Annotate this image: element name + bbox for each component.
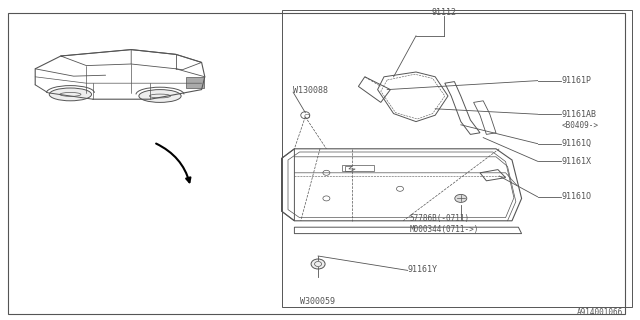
Text: 91112: 91112 — [431, 8, 456, 17]
Text: 91161Y: 91161Y — [408, 265, 438, 274]
Text: 91161X: 91161X — [562, 157, 592, 166]
Text: 91161AB: 91161AB — [562, 110, 597, 119]
Text: 91161Q: 91161Q — [562, 139, 592, 148]
Text: <B0409->: <B0409-> — [562, 121, 599, 130]
Bar — [282, 10, 632, 307]
Text: 57786B(-0711): 57786B(-0711) — [410, 214, 470, 223]
Text: M000344(0711->): M000344(0711->) — [410, 225, 479, 234]
Ellipse shape — [455, 194, 467, 203]
Text: 91161O: 91161O — [562, 192, 592, 201]
Text: W130088: W130088 — [293, 86, 328, 95]
Text: W300059: W300059 — [300, 297, 335, 306]
Ellipse shape — [139, 90, 181, 102]
Ellipse shape — [311, 259, 325, 269]
Ellipse shape — [49, 88, 92, 101]
Bar — [186, 77, 204, 88]
Text: A914001066: A914001066 — [577, 308, 623, 317]
Text: 91161P: 91161P — [562, 76, 592, 85]
